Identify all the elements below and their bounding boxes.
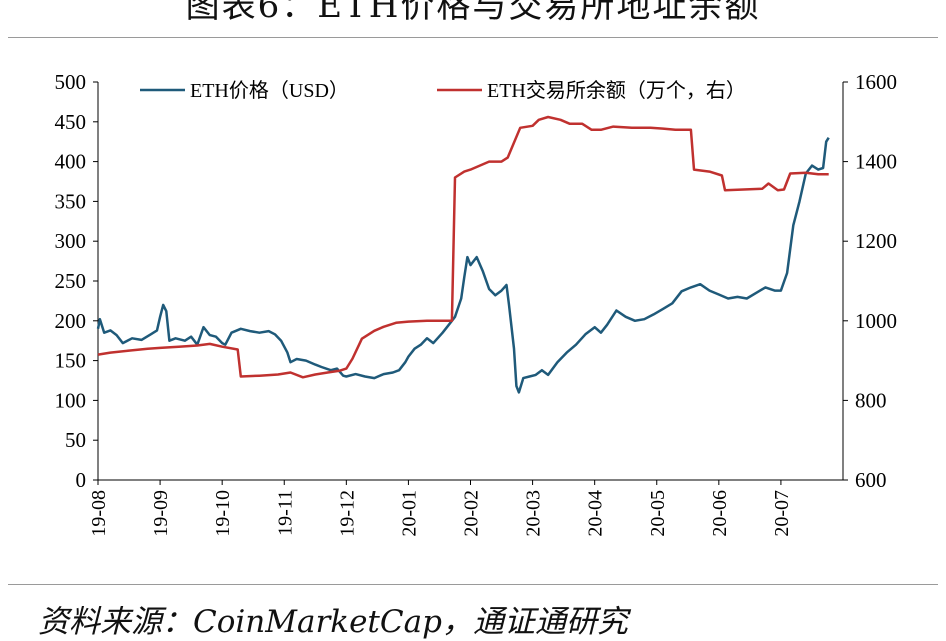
y-right-tick-label: 1400	[855, 150, 897, 174]
legend-label-eth-price: ETH价格（USD）	[190, 79, 349, 102]
x-tick-label: 20-07	[771, 490, 793, 537]
y-right-tick-label: 1600	[855, 70, 897, 94]
x-tick-label: 19-12	[336, 490, 358, 537]
legend-label-exchange-balance: ETH交易所余额（万个，右）	[487, 79, 746, 102]
y-right-tick-label: 1200	[855, 229, 897, 253]
x-tick-label: 19-11	[274, 490, 296, 536]
x-tick-label: 20-04	[585, 490, 607, 537]
y-right-tick-label: 600	[855, 468, 887, 492]
y-left-tick-label: 400	[55, 150, 87, 174]
series-line-exchange-balance	[97, 115, 829, 379]
top-divider	[8, 37, 938, 38]
series-line-eth-price	[96, 137, 830, 394]
source-note: 资料来源：CoinMarketCap，通证通研究	[38, 604, 628, 640]
y-left-tick-label: 450	[55, 110, 87, 134]
x-tick-label: 19-08	[88, 490, 110, 537]
x-tick-label: 20-01	[398, 490, 420, 537]
y-left-tick-label: 150	[55, 349, 87, 373]
y-left-tick-label: 100	[55, 388, 87, 412]
x-tick-label: 20-03	[523, 490, 545, 537]
x-tick-label: 19-09	[150, 490, 172, 537]
y-right-tick-label: 1000	[855, 309, 897, 333]
y-left-tick-label: 200	[55, 309, 87, 333]
y-left-tick-label: 500	[55, 70, 87, 94]
chart-title: 图表6：ETH价格与交易所地址余额	[185, 0, 761, 26]
y-left-tick-label: 300	[55, 229, 87, 253]
x-tick-label: 20-02	[461, 490, 483, 537]
x-tick-label: 19-10	[212, 490, 234, 537]
bottom-divider	[8, 584, 938, 585]
axes: 0 50 100 150 200 250 300 350 400 450 500 600 800 1000…	[55, 70, 898, 537]
y-left-tick-label: 250	[55, 269, 87, 293]
legend: ETH价格（USD） ETH交易所余额（万个，右）	[140, 79, 746, 102]
series-lines	[96, 115, 830, 394]
y-left-tick-label: 350	[55, 189, 87, 213]
chart-area: 0 50 100 150 200 250 300 350 400 450 500 600 800 1000…	[55, 70, 898, 537]
y-right-tick-label: 800	[855, 388, 887, 412]
x-tick-label: 20-06	[709, 490, 731, 537]
x-tick-label: 20-05	[647, 490, 669, 537]
y-left-tick-label: 0	[76, 468, 87, 492]
y-left-tick-label: 50	[65, 428, 86, 452]
